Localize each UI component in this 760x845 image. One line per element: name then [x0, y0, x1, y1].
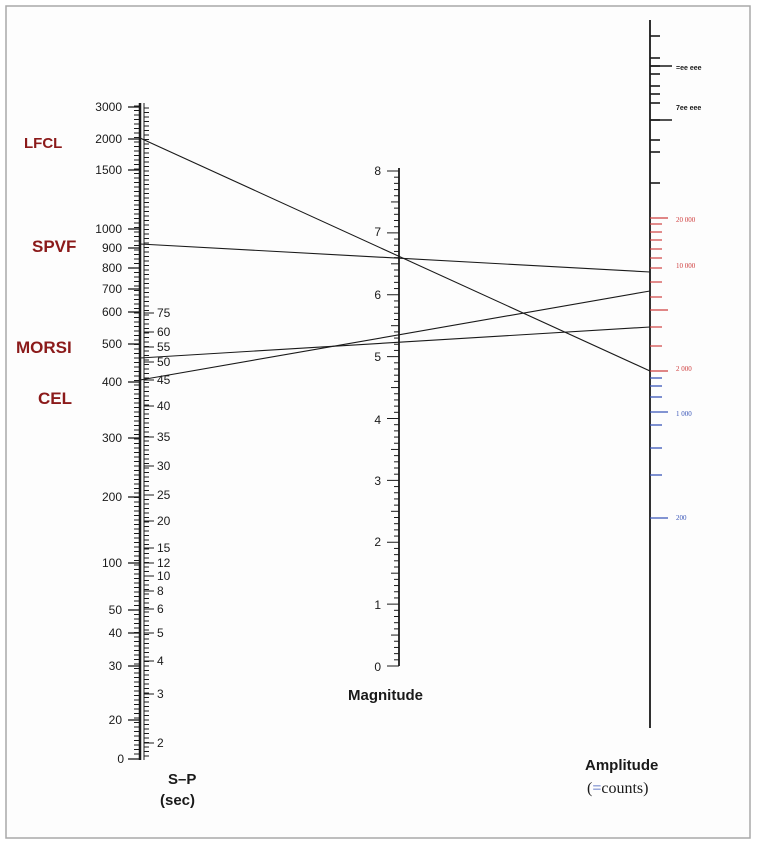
amplitude-blue-label: 200	[676, 514, 687, 522]
station-label-spvf: SPVF	[32, 237, 76, 256]
station-label-lfcl: LFCL	[24, 135, 62, 152]
amplitude-blue-label: 1 000	[676, 410, 692, 418]
magnitude-tick: 8	[374, 164, 381, 178]
sp-distance-tick: 700	[102, 282, 122, 296]
sp-time-tick: 5	[157, 626, 164, 640]
sp-axis-unit: (sec)	[160, 792, 195, 809]
figure-border	[5, 5, 751, 839]
sp-time-tick: 6	[157, 602, 164, 616]
sp-time-tick: 75	[157, 306, 171, 320]
magnitude-tick: 4	[374, 413, 381, 427]
sp-time-tick: 4	[157, 654, 164, 668]
magnitude-tick: 2	[374, 535, 381, 549]
reading-line-cel	[139, 290, 651, 381]
sp-distance-tick: 20	[109, 713, 123, 727]
sp-distance-tick: 400	[102, 375, 122, 389]
magnitude-tick: 1	[374, 598, 381, 612]
sp-distance-tick: 200	[102, 490, 122, 504]
sp-time-tick: 15	[157, 541, 171, 555]
magnitude-tick: 3	[374, 474, 381, 488]
magnitude-tick: 0	[374, 660, 381, 674]
magnitude-tick: 6	[374, 288, 381, 302]
sp-time-tick: 2	[157, 736, 164, 750]
magnitude-tick: 7	[374, 225, 381, 239]
amplitude-axis-title: Amplitude	[585, 757, 658, 774]
sp-time-tick: 8	[157, 584, 164, 598]
sp-time-tick: 25	[157, 488, 171, 502]
sp-distance-tick: 30	[109, 659, 123, 673]
amplitude-units-mark: =	[592, 780, 601, 797]
reading-line-morsi	[139, 326, 651, 359]
sp-time-tick: 12	[157, 556, 171, 570]
sp-distance-tick: 600	[102, 305, 122, 319]
sp-distance-tick: 1500	[95, 163, 122, 177]
sp-time-tick: 10	[157, 569, 171, 583]
amplitude-axis: =ee eee 7ee eee 20 000 10 000 2 000 1 00…	[585, 20, 702, 797]
sp-distance-tick: 100	[102, 556, 122, 570]
amplitude-units-open: (	[587, 780, 592, 797]
sp-distance-tick: 500	[102, 337, 122, 351]
sp-time-tick: 40	[157, 399, 171, 413]
station-label-morsi: MORSI	[16, 338, 72, 357]
sp-time-tick: 50	[157, 355, 171, 369]
sp-distance-tick: 50	[109, 603, 123, 617]
magnitude-tick: 5	[374, 350, 381, 364]
sp-time-tick: 20	[157, 514, 171, 528]
station-label-cel: CEL	[38, 389, 72, 408]
amplitude-units: (=counts)	[587, 780, 648, 797]
amplitude-units-word: counts)	[601, 780, 648, 797]
amplitude-red-label: 20 000	[676, 216, 696, 224]
sp-axis: 3000 2000 1500 1000 900 800 700 600 500 …	[95, 100, 196, 809]
magnitude-axis: 8 7 6 5 4 3 2 1 0 Magnitude	[348, 164, 423, 704]
sp-distance-tick: 900	[102, 241, 122, 255]
sp-distance-tick: 1000	[95, 222, 122, 236]
sp-time-tick: 60	[157, 325, 171, 339]
sp-axis-title: S–P	[168, 771, 196, 788]
sp-distance-tick: 300	[102, 431, 122, 445]
sp-distance-tick: 800	[102, 261, 122, 275]
sp-distance-tick: 3000	[95, 100, 122, 114]
sp-time-tick: 55	[157, 340, 171, 354]
sp-distance-tick: 0	[117, 752, 124, 766]
sp-time-tick: 30	[157, 459, 171, 473]
sp-time-tick: 35	[157, 430, 171, 444]
sp-distance-tick: 40	[109, 626, 123, 640]
amplitude-black-label: =ee eee	[676, 65, 702, 72]
amplitude-black-label: 7ee eee	[676, 105, 701, 112]
reading-line-spvf	[139, 243, 651, 273]
sp-time-tick: 3	[157, 687, 164, 701]
amplitude-red-label: 10 000	[676, 262, 696, 270]
sp-distance-tick: 2000	[95, 132, 122, 146]
amplitude-red-label: 2 000	[676, 365, 692, 373]
magnitude-axis-title: Magnitude	[348, 687, 423, 704]
